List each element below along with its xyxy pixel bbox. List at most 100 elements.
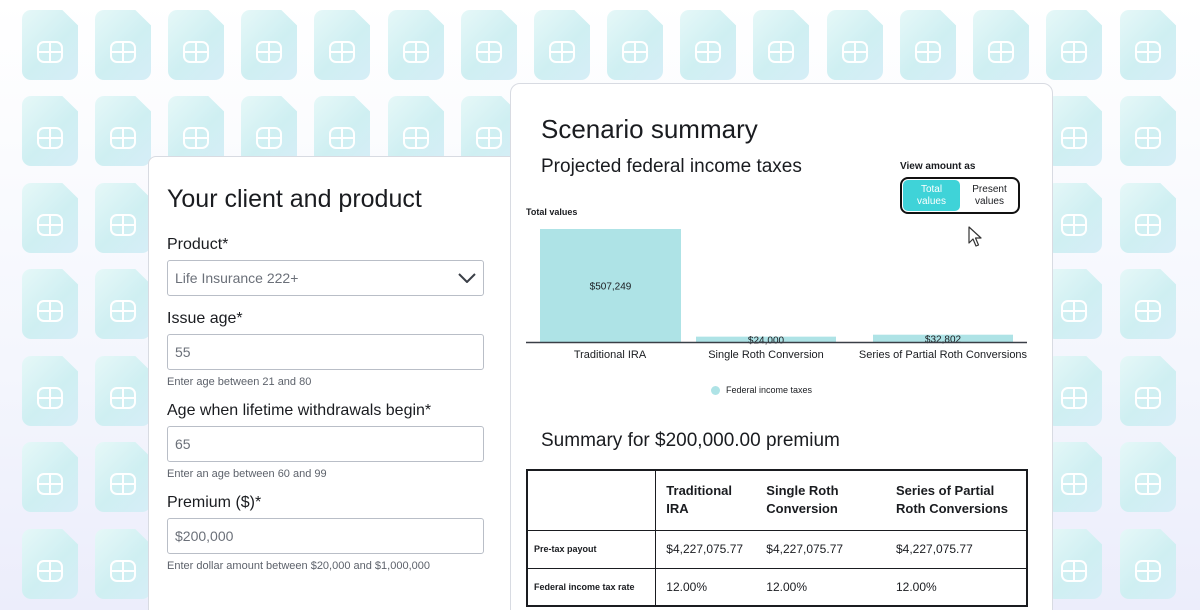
issue-age-hint: Enter age between 21 and 80 [167, 376, 312, 388]
document-tile-icon [95, 10, 151, 80]
document-tile-icon [753, 10, 809, 80]
scenario-title: Scenario summary [541, 114, 758, 144]
document-tile-icon [314, 10, 370, 80]
bar [696, 336, 836, 342]
document-tile-icon [314, 96, 370, 166]
table-cell: $4,227,075.77 [655, 529, 757, 569]
bar [873, 334, 1013, 342]
premium-input[interactable]: $200,000 [167, 518, 484, 554]
document-tile-icon [1120, 529, 1176, 599]
withdrawal-age-input[interactable]: 65 [167, 426, 484, 462]
document-tile-icon [22, 356, 78, 426]
row-label: Pre-tax payout [527, 529, 657, 569]
document-tile-icon [1120, 183, 1176, 253]
document-tile-icon [241, 10, 297, 80]
document-tile-icon [1120, 269, 1176, 339]
category-label: Traditional IRA [574, 349, 647, 361]
column-header: Single Roth Conversion [756, 469, 886, 531]
product-label: Product* [167, 236, 229, 253]
document-tile-icon [22, 10, 78, 80]
withdrawal-age-value: 65 [175, 436, 191, 452]
summary-title: Summary for $200,000.00 premium [541, 430, 840, 451]
document-tile-icon [95, 356, 151, 426]
table-cell: 12.00% [886, 567, 1027, 607]
document-tile-icon [1046, 442, 1102, 512]
document-tile-icon [1120, 442, 1176, 512]
federal-taxes-chart: Total values $507,249 Traditional IRA $24,… [525, 204, 1031, 404]
document-tile-icon [1046, 183, 1102, 253]
row-label: Federal income tax rate [527, 567, 657, 607]
total-values-option[interactable]: Total values [903, 180, 960, 211]
bar-value-label: $507,249 [590, 282, 632, 293]
present-values-option[interactable]: Present values [972, 183, 1007, 207]
document-tile-icon [1120, 356, 1176, 426]
view-amount-label: View amount as [900, 161, 976, 172]
chevron-down-icon [458, 270, 476, 286]
document-tile-icon [22, 269, 78, 339]
bar [540, 229, 681, 342]
document-tile-icon [95, 529, 151, 599]
bar-value-label: $32,802 [925, 334, 962, 345]
premium-hint: Enter dollar amount between $20,000 and … [167, 560, 430, 572]
table-row: Pre-tax payout $4,227,075.77 $4,227,075.… [527, 529, 1027, 569]
document-tile-icon [22, 183, 78, 253]
document-tile-icon [1046, 269, 1102, 339]
table-cell: 12.00% [655, 567, 757, 607]
document-tile-icon [95, 96, 151, 166]
document-tile-icon [461, 96, 517, 166]
document-tile-icon [95, 269, 151, 339]
document-tile-icon [680, 10, 736, 80]
document-tile-icon [388, 10, 444, 80]
legend-label: Federal income taxes [726, 385, 813, 395]
chart-caption: Total values [526, 207, 578, 217]
table-cell: $4,227,075.77 [886, 529, 1027, 569]
document-tile-icon [22, 529, 78, 599]
premium-value: $200,000 [175, 528, 234, 544]
document-tile-icon [168, 10, 224, 80]
product-select[interactable]: Life Insurance 222+ [167, 260, 484, 296]
view-amount-toggle[interactable]: Total values Present values [900, 177, 1020, 214]
scenario-summary-card: Scenario summary Projected federal incom… [510, 83, 1053, 610]
document-tile-icon [1046, 10, 1102, 80]
document-tile-icon [973, 10, 1029, 80]
chart-subtitle: Projected federal income taxes [541, 156, 802, 177]
document-tile-icon [900, 10, 956, 80]
document-tile-icon [534, 10, 590, 80]
mouse-pointer-icon [968, 226, 982, 253]
document-tile-icon [22, 96, 78, 166]
document-tile-icon [95, 442, 151, 512]
issue-age-value: 55 [175, 344, 191, 360]
withdrawal-age-hint: Enter an age between 60 and 99 [167, 468, 327, 480]
client-product-card: Your client and product Product* Life In… [148, 156, 528, 610]
document-tile-icon [22, 442, 78, 512]
document-tile-icon [241, 96, 297, 166]
document-tile-icon [1046, 529, 1102, 599]
document-tile-icon [607, 10, 663, 80]
column-header: Traditional IRA [655, 469, 757, 531]
chart-legend: Federal income taxes [711, 385, 812, 395]
legend-swatch [711, 385, 720, 395]
column-header: Series of Partial Roth Conversions [886, 469, 1027, 531]
bar-value-label: $24,000 [748, 335, 785, 346]
card-title: Your client and product [167, 185, 422, 213]
withdrawal-age-label: Age when lifetime withdrawals begin* [167, 402, 432, 419]
issue-age-input[interactable]: 55 [167, 334, 484, 370]
table-corner-cell [527, 469, 657, 531]
document-tile-icon [461, 10, 517, 80]
document-tile-icon [1120, 96, 1176, 166]
document-tile-icon [95, 183, 151, 253]
document-tile-icon [388, 96, 444, 166]
document-tile-icon [827, 10, 883, 80]
document-tile-icon [1046, 96, 1102, 166]
table-header-row: Traditional IRA Single Roth Conversion S… [527, 469, 1027, 531]
chart-svg: $507,249 Traditional IRA $24,000 Single Rot… [526, 229, 1028, 361]
category-label: Single Roth Conversion [708, 349, 824, 361]
table-cell: $4,227,075.77 [756, 529, 886, 569]
summary-table: Traditional IRA Single Roth Conversion S… [526, 469, 1028, 607]
document-tile-icon [1046, 356, 1102, 426]
table-cell: 12.00% [756, 567, 886, 607]
premium-label: Premium ($)* [167, 494, 262, 511]
issue-age-label: Issue age* [167, 310, 243, 327]
product-value: Life Insurance 222+ [175, 270, 299, 286]
document-tile-icon [168, 96, 224, 166]
